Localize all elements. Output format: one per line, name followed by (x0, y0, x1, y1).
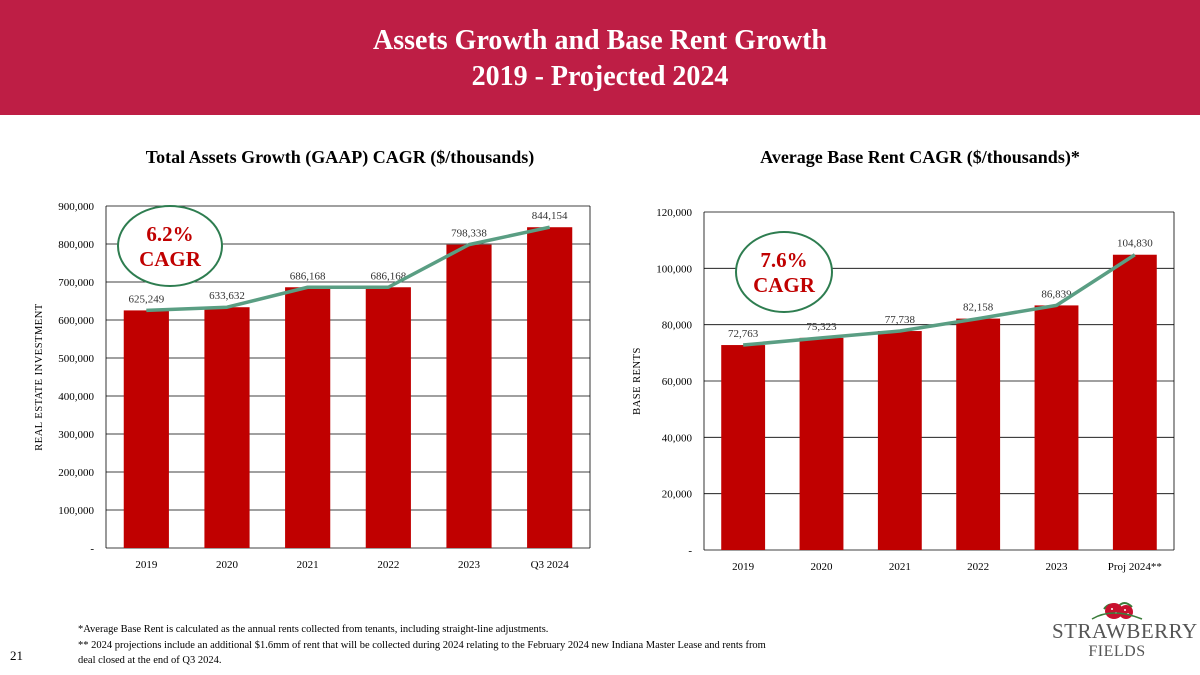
y-tick-label: 600,000 (58, 315, 94, 327)
cagr-ring (117, 205, 223, 287)
trend-line (743, 253, 1136, 347)
footnote-projections: ** 2024 projections include an additiona… (78, 640, 766, 651)
page-title: Assets Growth and Base Rent Growth (373, 25, 827, 56)
data-label: 75,323 (806, 321, 837, 333)
data-label: 86,839 (1041, 288, 1072, 300)
bar (285, 287, 331, 548)
base-rent-chart: - 20,000 40,000 60,000 80,000 100,000 120,000 B… (632, 207, 1175, 573)
cagr-label: CAGR (753, 273, 816, 297)
bar (527, 227, 573, 548)
y-axis-label: BASE RENTS (632, 347, 643, 415)
x-tick-label: 2021 (889, 561, 911, 573)
strawberry-icon (1091, 602, 1143, 620)
cagr-value: 6.2% (146, 222, 193, 246)
y-tick-label: 120,000 (656, 207, 692, 219)
y-tick-label: 700,000 (58, 277, 94, 289)
assets-growth-chart: - 100,000 200,000 300,000 400,000 500,000 600,… (34, 201, 591, 571)
footnote-projections-cont: deal closed at the end of Q3 2024. (78, 655, 222, 666)
y-tick-label: 300,000 (58, 429, 94, 441)
data-label: 798,338 (451, 228, 487, 240)
y-tick-label: 400,000 (58, 391, 94, 403)
y-tick-label: 100,000 (656, 263, 692, 275)
cagr-value: 7.6% (760, 248, 807, 272)
bar (799, 337, 844, 550)
rent-chart-title: Average Base Rent CAGR ($/thousands)* (760, 147, 1080, 167)
bar (877, 331, 922, 550)
x-tick-label: 2023 (1046, 561, 1069, 573)
x-tick-label: 2022 (967, 561, 989, 573)
bar (204, 307, 250, 548)
trend-line (146, 225, 551, 313)
logo-text-fields: FIELDS (1088, 643, 1146, 660)
y-tick-label: 800,000 (58, 239, 94, 251)
x-tick-label: 2020 (811, 561, 834, 573)
x-tick-label: 2019 (732, 561, 755, 573)
x-tick-label: 2023 (458, 559, 481, 571)
cagr-label: CAGR (139, 247, 202, 271)
data-label: 625,249 (128, 293, 164, 305)
company-logo: STRAWBERRY FIELDS (1052, 595, 1198, 670)
x-tick-label: 2019 (135, 559, 158, 571)
data-label: 686,168 (290, 270, 326, 282)
data-label: 686,168 (370, 270, 406, 282)
assets-chart-title: Total Assets Growth (GAAP) CAGR ($/thous… (145, 147, 535, 167)
data-label: 104,830 (1117, 238, 1153, 250)
data-label: 72,763 (728, 328, 759, 340)
title-banner: Assets Growth and Base Rent Growth 2019 … (0, 0, 1200, 115)
footnote-base-rent: *Average Base Rent is calculated as the … (78, 624, 549, 635)
y-tick-label: 20,000 (662, 489, 693, 501)
bar (1112, 254, 1157, 551)
data-label: 633,632 (209, 290, 245, 302)
y-tick-label: 40,000 (662, 432, 693, 444)
logo-text-strawberry: STRAWBERRY (1052, 619, 1198, 643)
x-tick-label: 2021 (297, 559, 319, 571)
page-number: 21 (10, 648, 23, 663)
x-tick-label: 2020 (216, 559, 239, 571)
y-tick-label: 60,000 (662, 376, 693, 388)
x-tick-label: Q3 2024 (531, 559, 570, 571)
bar (365, 287, 411, 548)
bar (721, 345, 766, 550)
y-tick-label: 200,000 (58, 467, 94, 479)
data-label: 77,738 (885, 314, 916, 326)
x-tick-label: Proj 2024** (1108, 561, 1162, 573)
y-axis-label: REAL ESTATE INVESTMENT (34, 303, 45, 451)
y-tick-label: 80,000 (662, 320, 693, 332)
data-label: 844,154 (532, 210, 568, 222)
x-tick-label: 2022 (377, 559, 399, 571)
y-tick-label: 900,000 (58, 201, 94, 213)
bar (123, 310, 169, 548)
page-subtitle: 2019 - Projected 2024 (471, 61, 729, 92)
cagr-ring (735, 231, 833, 313)
bar (956, 318, 1001, 550)
y-tick-label: 100,000 (58, 505, 94, 517)
bar (1034, 305, 1079, 550)
bar (446, 244, 492, 548)
data-label: 82,158 (963, 302, 994, 314)
y-tick-label: - (90, 543, 94, 555)
y-tick-label: - (688, 545, 692, 557)
y-tick-label: 500,000 (58, 353, 94, 365)
